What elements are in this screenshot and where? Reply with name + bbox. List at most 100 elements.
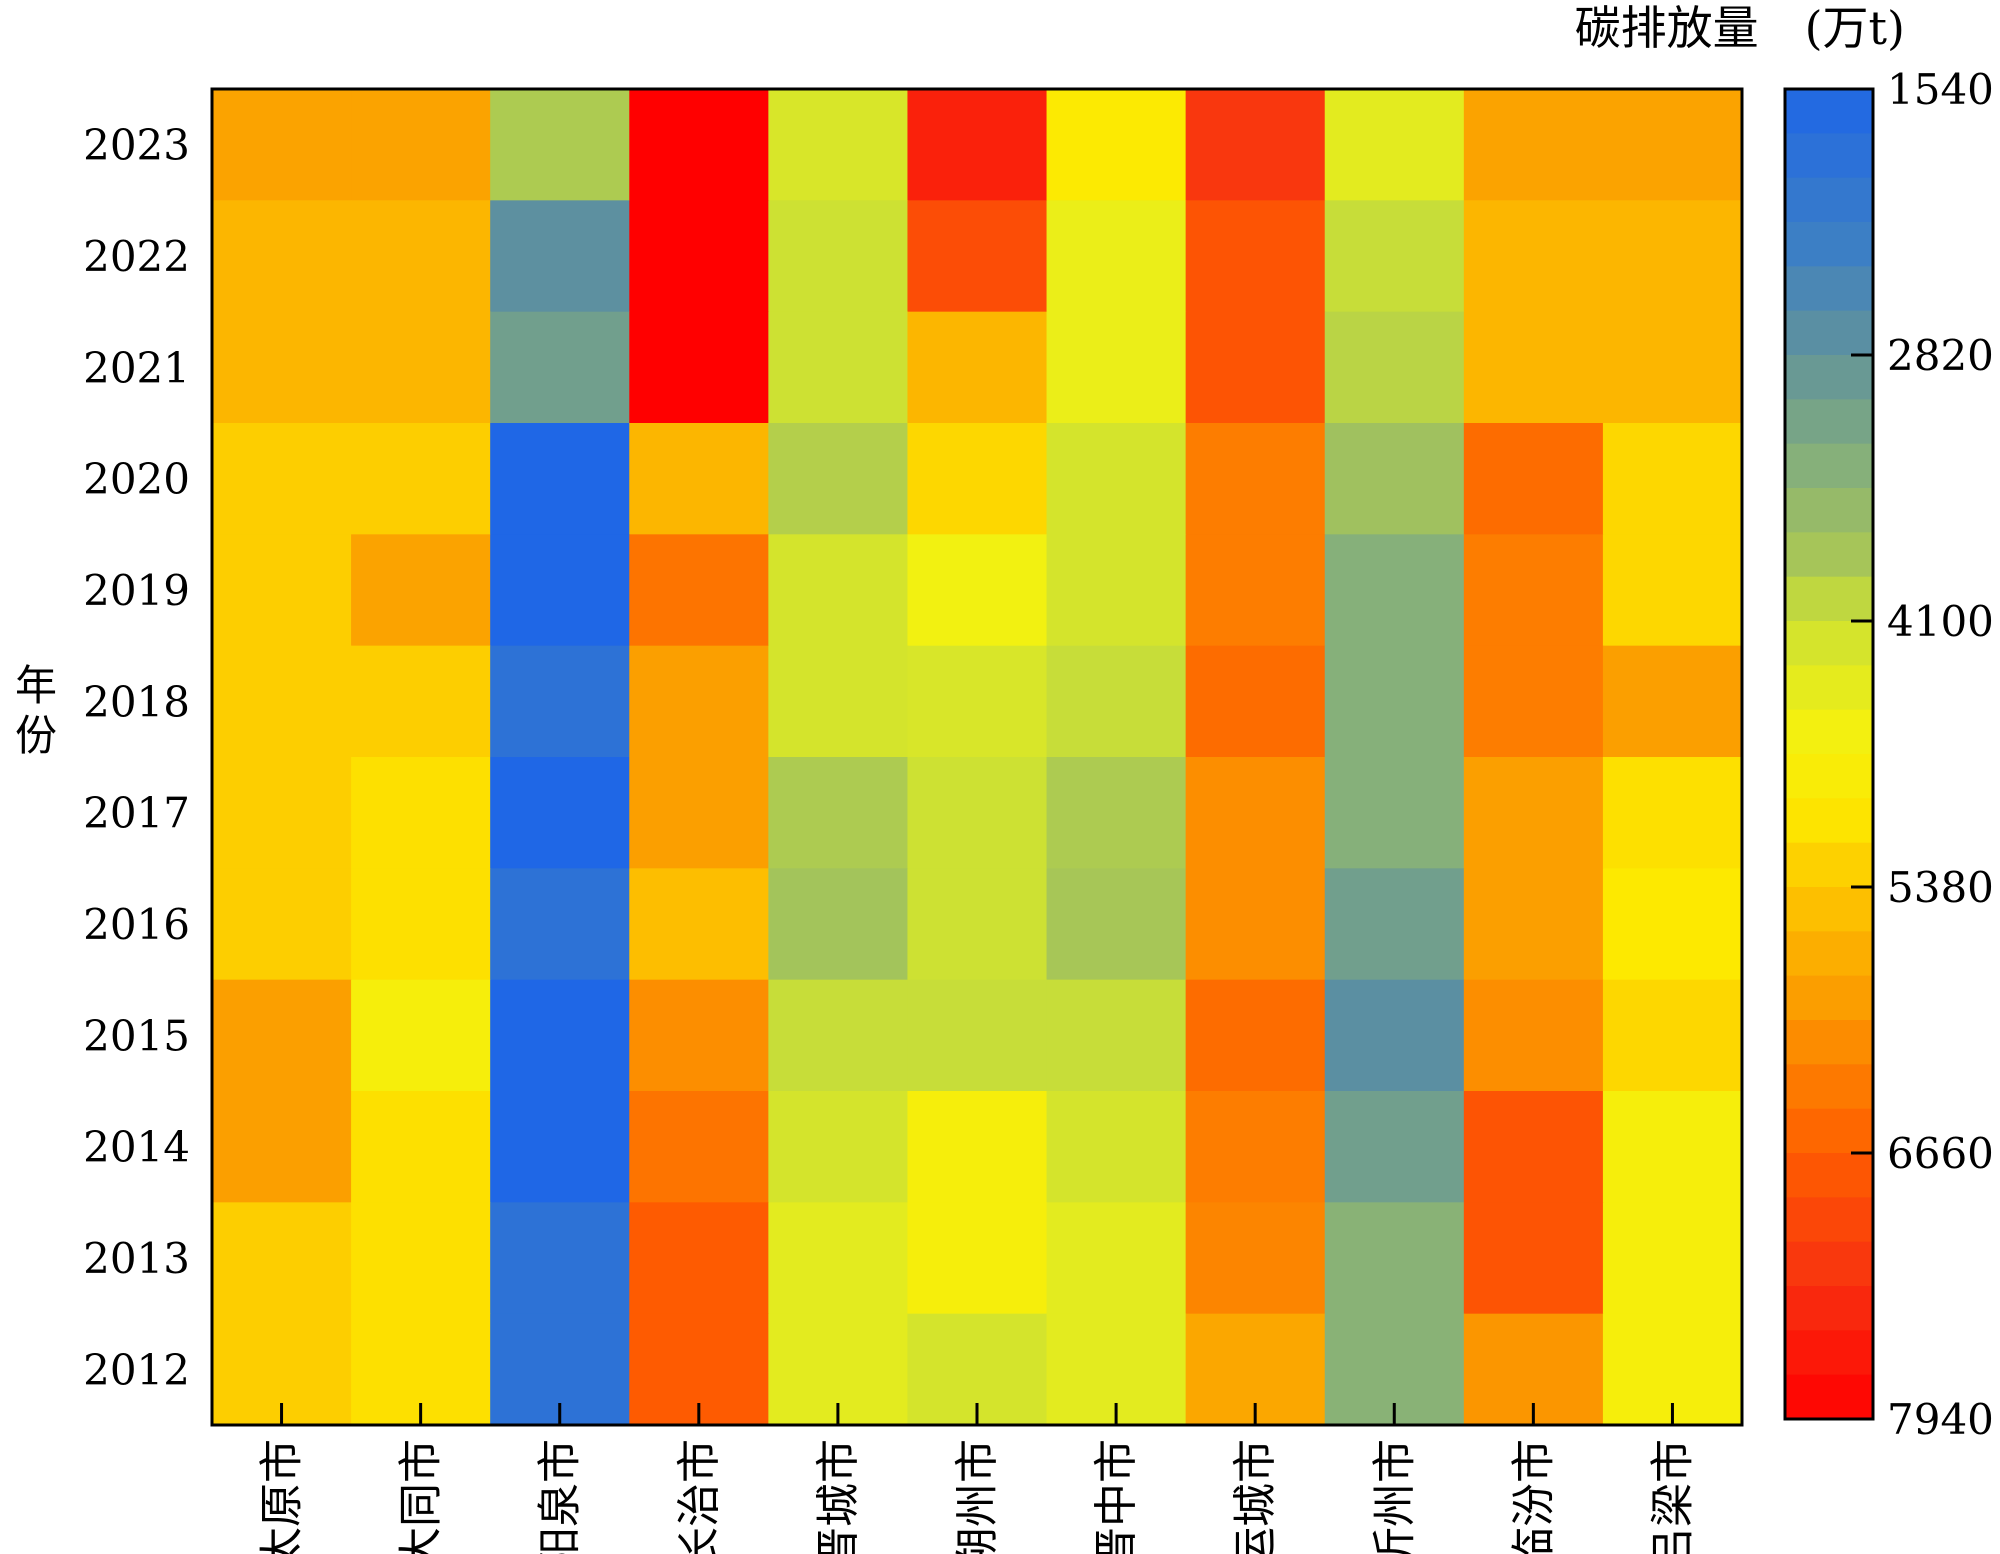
heatmap-cell [1324, 757, 1465, 869]
heatmap-cell [351, 1202, 491, 1315]
heatmap-cell [1324, 1202, 1465, 1315]
heatmap-cell [351, 200, 491, 313]
heatmap-cell [351, 423, 491, 535]
heatmap-cell [1602, 311, 1743, 424]
heatmap-cell [907, 1091, 1048, 1203]
colorbar-segment [1785, 1153, 1873, 1198]
heatmap-cell [1463, 89, 1604, 201]
x-tick-label: 阳泉市 [535, 1439, 586, 1554]
heatmap-cell [768, 423, 909, 535]
colorbar-segment [1785, 1197, 1873, 1243]
heatmap-cell [907, 1202, 1048, 1315]
x-tick-label: 朔州市 [952, 1439, 1003, 1554]
heatmap-cell [212, 868, 352, 981]
heatmap-cell [1602, 423, 1743, 535]
heatmap-cell [1046, 868, 1187, 981]
heatmap-cell [1185, 868, 1326, 981]
heatmap-cell [1324, 89, 1465, 201]
colorbar-segment [1785, 754, 1873, 799]
colorbar-segment [1785, 89, 1873, 134]
colorbar-segment [1785, 1374, 1873, 1420]
heatmap-cell [490, 423, 630, 535]
heatmap-cell [490, 645, 630, 758]
heatmap-cell [1324, 200, 1465, 313]
heatmap-cell [1324, 979, 1465, 1092]
heatmap-cell [768, 645, 909, 758]
heatmap-cell [1324, 868, 1465, 981]
colorbar-segment [1785, 177, 1873, 223]
heatmap-cell [768, 757, 909, 869]
colorbar-segment [1785, 1330, 1873, 1376]
heatmap-cell [351, 89, 491, 201]
y-tick-label: 2021 [83, 343, 190, 392]
heatmap-cell [490, 757, 630, 869]
heatmap-cell [1602, 868, 1743, 981]
y-tick-label: 2020 [83, 455, 190, 504]
heatmap-cell [212, 200, 352, 313]
x-tick-label: 临汾市 [1508, 1439, 1559, 1554]
heatmap-cell [629, 1202, 769, 1315]
colorbar-segment [1785, 887, 1873, 932]
x-tick-label: 太原市 [257, 1439, 308, 1554]
heatmap-cell [768, 534, 909, 647]
heatmap-cell [1185, 534, 1326, 647]
heatmap-cell [1185, 200, 1326, 313]
heatmap-cell [907, 200, 1048, 313]
colorbar-segment [1785, 1241, 1873, 1287]
heatmap-cell [1046, 1091, 1187, 1203]
colorbar-segment [1785, 621, 1873, 666]
heatmap-cell [490, 534, 630, 647]
heatmap-cell [629, 89, 769, 201]
heatmap-cell [1046, 423, 1187, 535]
heatmap-cell [629, 200, 769, 313]
y-tick-label: 2018 [83, 677, 190, 726]
colorbar-segment [1785, 842, 1873, 888]
colorbar-tick-label: 1540 [1887, 65, 1994, 114]
y-axis-label: 年份 [15, 661, 57, 760]
colorbar-tick-label: 5380 [1887, 863, 1994, 912]
heatmap-cell [768, 1202, 909, 1315]
heatmap-cell [1463, 534, 1604, 647]
heatmap-cell [1602, 1091, 1743, 1203]
heatmap-cell [1463, 868, 1604, 981]
heatmap-cell [1046, 200, 1187, 313]
heatmap-cell [1602, 1202, 1743, 1315]
heatmap-cell [1602, 89, 1743, 201]
heatmap-cell [1046, 311, 1187, 424]
colorbar-segment [1785, 310, 1873, 356]
heatmap-cell [1324, 645, 1465, 758]
colorbar-segment [1785, 488, 1873, 533]
heatmap-cell [1602, 645, 1743, 758]
heatmap-cell [212, 645, 352, 758]
heatmap-cell [1602, 534, 1743, 647]
heatmap-cell [1463, 1091, 1604, 1203]
heatmap-cell [490, 89, 630, 201]
heatmap-cell [212, 311, 352, 424]
heatmap-cell [1185, 757, 1326, 869]
x-tick-label: 晋城市 [813, 1439, 864, 1554]
heatmap-cell [1324, 1091, 1465, 1203]
heatmap-cell [907, 868, 1048, 981]
heatmap-cell [212, 89, 352, 201]
colorbar-segment [1785, 798, 1873, 844]
heatmap-cell [490, 868, 630, 981]
heatmap-cell [768, 311, 909, 424]
y-tick-label: 2012 [83, 1345, 190, 1394]
x-axis: 太原市 大同市 阳泉市 长治市 晋城市 朔州市 晋中市 运城市 忻州市 临汾市 吕梁市 [257, 1403, 1698, 1554]
heatmap-cell [1324, 423, 1465, 535]
heatmap-cell [212, 757, 352, 869]
heatmap-cell [907, 311, 1048, 424]
heatmap-cell [1046, 534, 1187, 647]
heatmap-cell [1185, 1091, 1326, 1203]
heatmap-cell [212, 1091, 352, 1203]
colorbar-segment [1785, 443, 1873, 489]
heatmap-cell [351, 534, 491, 647]
heatmap-cell [629, 534, 769, 647]
heatmap-cell [1185, 645, 1326, 758]
colorbar-segment [1785, 1020, 1873, 1065]
heatmap-cell [490, 200, 630, 313]
heatmap-cell [1324, 534, 1465, 647]
heatmap-cell [907, 534, 1048, 647]
y-tick-label: 2015 [83, 1011, 190, 1060]
colorbar-segment [1785, 709, 1873, 755]
